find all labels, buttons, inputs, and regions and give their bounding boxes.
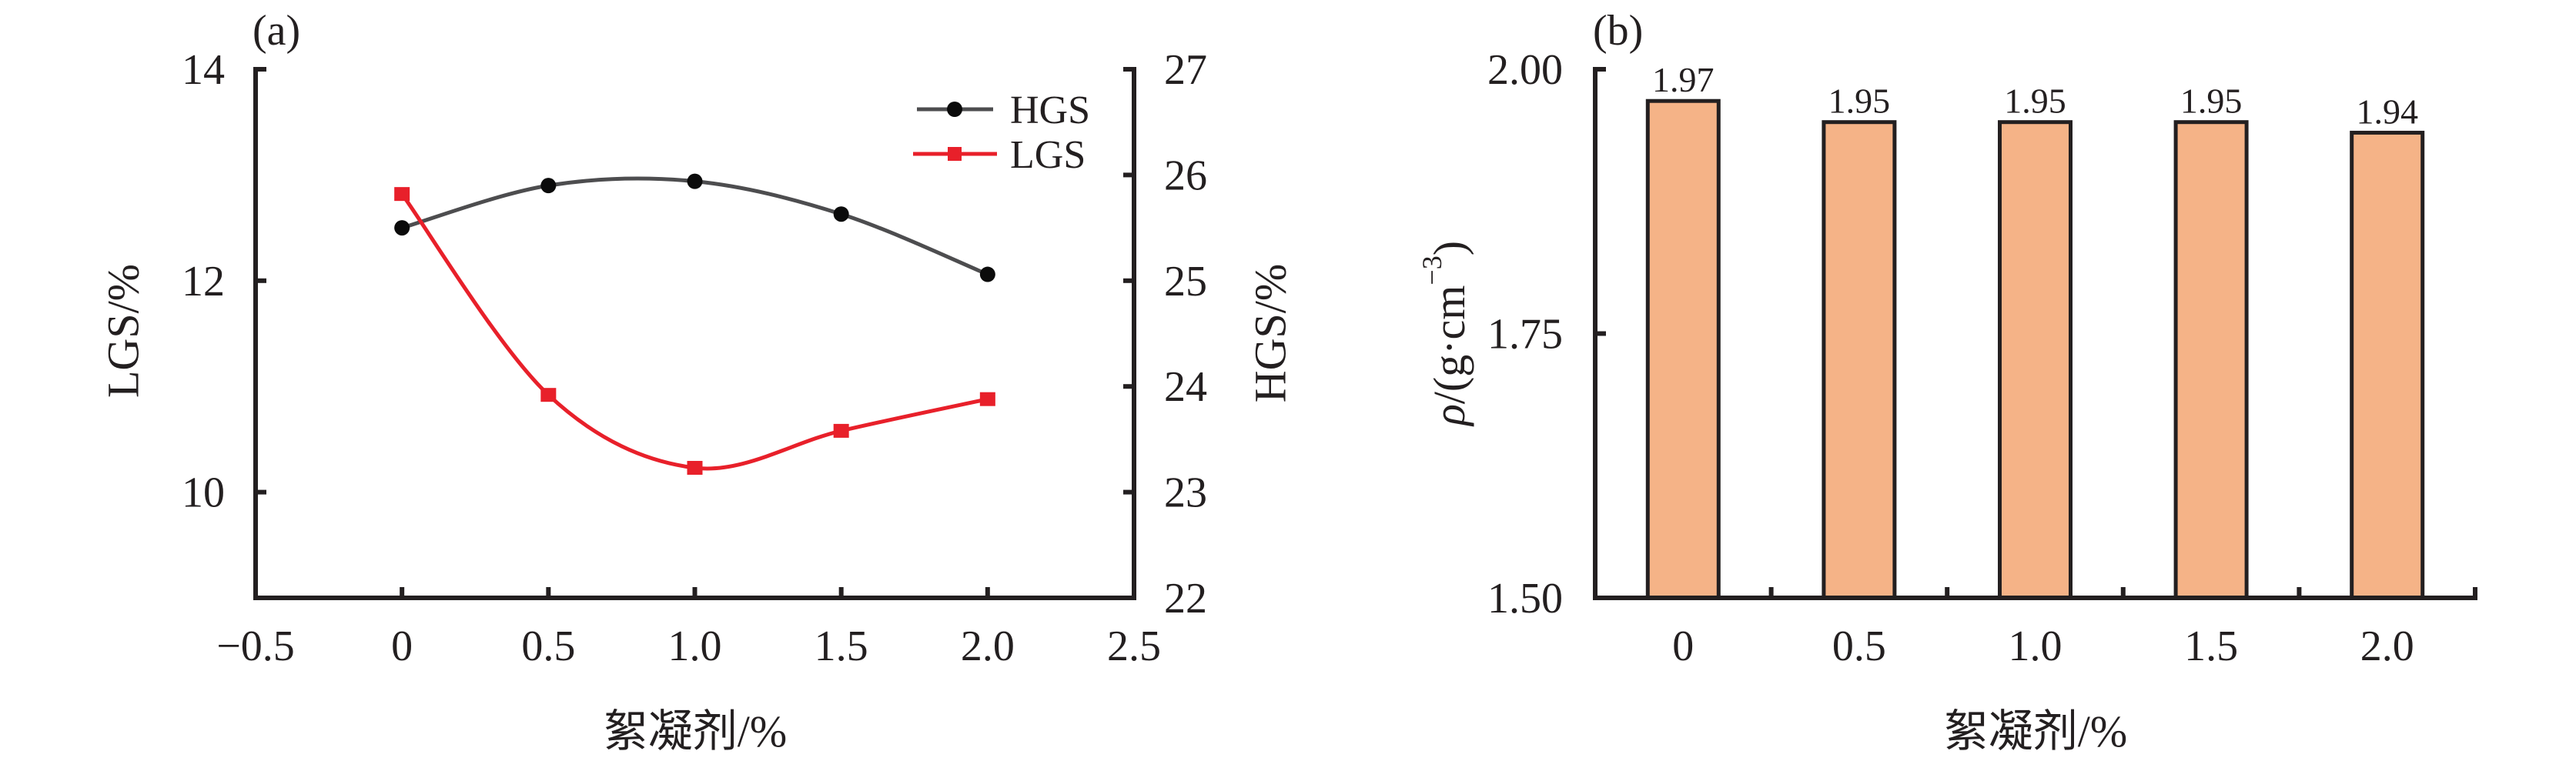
data-point-lgs <box>979 392 995 406</box>
y-right-tick-label: 24 <box>1164 363 1207 411</box>
y-right-tick-label: 27 <box>1164 46 1207 94</box>
panel-b-ticks <box>1595 331 2302 598</box>
panel-a-tick-labels: −0.5 0 0.5 1.0 1.5 2.0 2.5 10 12 14 22 23 24 25 26 27 <box>182 46 1207 670</box>
x-tick-label: 0 <box>391 622 413 670</box>
data-point-hgs <box>540 178 557 194</box>
x-tick-label: −0.5 <box>216 622 295 670</box>
bar <box>2350 130 2425 600</box>
y-tick-label: 1.75 <box>1487 311 1563 359</box>
bar <box>1645 98 1721 600</box>
data-point-lgs <box>833 423 849 438</box>
data-point-hgs <box>687 173 703 189</box>
legend-lgs-label: LGS <box>1010 133 1086 177</box>
y-left-tick-label: 14 <box>182 46 225 94</box>
legend-hgs-label: HGS <box>1010 88 1090 132</box>
x-tick-label: 1.5 <box>815 622 868 670</box>
legend-item-hgs: HGS <box>917 88 1090 132</box>
panel-a-line-chart: (a) −0.5 0 0.5 1.0 1.5 2.0 2.5 10 12 14 22 23 24 25 26… <box>99 7 1296 756</box>
y-right-tick-label: 26 <box>1164 152 1207 199</box>
data-point-lgs <box>687 460 703 475</box>
bar-value-label: 1.95 <box>1828 82 1891 121</box>
panel-a-ticks <box>256 67 1134 600</box>
bar-value-label: 1.95 <box>2004 82 2066 121</box>
x-tick-label: 2.5 <box>1107 622 1161 670</box>
x-axis-title: 絮凝剂/% <box>604 706 787 756</box>
bar-value-labels: 1.97 1.95 1.95 1.95 1.94 <box>1652 60 2418 131</box>
bars <box>1645 98 2425 600</box>
legend-lgs-marker <box>948 147 962 161</box>
bar-value-label: 1.97 <box>1652 60 1715 99</box>
data-point-lgs <box>394 187 410 202</box>
bar-value-label: 1.95 <box>2180 82 2243 121</box>
y-tick-label: 2.00 <box>1487 46 1563 94</box>
x-tick-label: 0.5 <box>521 622 575 670</box>
legend-item-lgs: LGS <box>913 133 1086 177</box>
panel-a-axes <box>253 67 1136 600</box>
y-right-tick-label: 25 <box>1164 258 1207 305</box>
panel-b-bar-chart: (b) 0 0.5 1.0 1.5 2.01.501.752.00 1.971.95 1.… <box>1417 7 2477 756</box>
series-line-hgs <box>401 176 989 276</box>
x-tick-label: 1.0 <box>668 622 722 670</box>
unit-superscript: −3 <box>1417 255 1447 285</box>
data-point-hgs <box>833 206 849 222</box>
series-markers <box>394 173 995 475</box>
bar <box>2173 120 2249 600</box>
y-axis-left-title: LGS/% <box>99 264 149 398</box>
y-axis-right-title: HGS/% <box>1246 264 1296 402</box>
y-right-tick-label: 23 <box>1164 469 1207 517</box>
data-point-hgs <box>394 220 410 236</box>
y-right-tick-label: 22 <box>1164 575 1207 622</box>
panel-a-axis-frame <box>253 67 1136 600</box>
x-category-label: 2.0 <box>2360 622 2414 670</box>
legend: HGS LGS <box>913 88 1090 177</box>
y-axis-title-density: ρ/(g·cm−3) <box>1417 241 1474 427</box>
series-line-lgs <box>400 192 989 471</box>
x-category-label: 1.0 <box>2009 622 2062 670</box>
x-axis-title-b: 絮凝剂/% <box>1944 706 2127 756</box>
rho-symbol: ρ <box>1424 404 1474 427</box>
x-category-label: 0 <box>1672 622 1694 670</box>
panel-b-axes <box>1593 67 2477 600</box>
x-category-label: 1.5 <box>2184 622 2238 670</box>
bar-value-label: 1.94 <box>2356 92 2418 131</box>
y-left-tick-label: 12 <box>182 258 225 305</box>
bar <box>1822 120 1897 600</box>
legend-hgs-marker <box>947 102 962 117</box>
unit-prefix: /(g·cm <box>1424 285 1474 405</box>
panel-a-label: (a) <box>253 7 300 55</box>
x-tick-label: 2.0 <box>961 622 1015 670</box>
bar <box>1998 120 2073 600</box>
unit-suffix: ) <box>1424 241 1474 255</box>
panel-b-label: (b) <box>1593 7 1643 55</box>
x-category-label: 0.5 <box>1832 622 1886 670</box>
y-tick-label: 1.50 <box>1487 575 1563 622</box>
series-lines <box>400 176 989 471</box>
data-point-hgs <box>979 266 995 282</box>
y-left-tick-label: 10 <box>182 469 225 517</box>
panel-b-axis-frame <box>1593 67 2477 600</box>
data-point-lgs <box>540 388 557 402</box>
panel-b-tick-labels: 0 0.5 1.0 1.5 2.0 1.50 1.75 2.00 <box>1487 46 2414 670</box>
